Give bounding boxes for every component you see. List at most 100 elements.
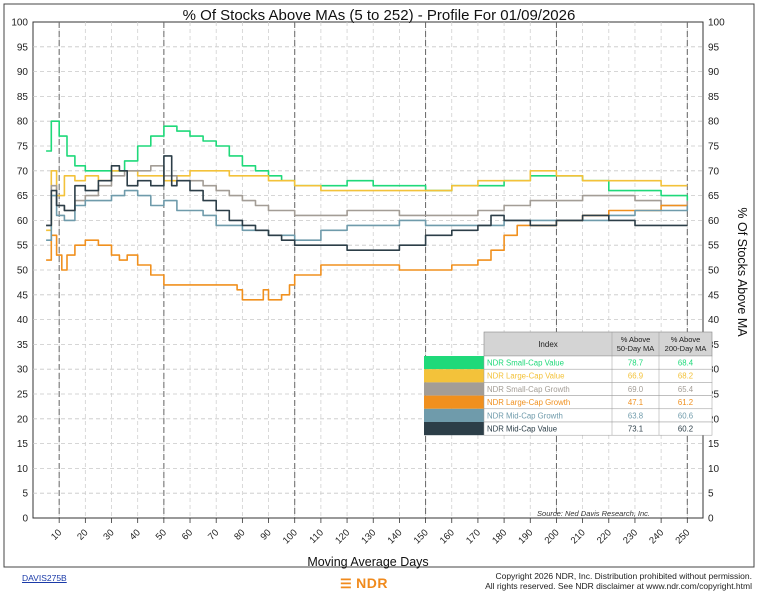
y-tick-label: 55 <box>17 241 29 252</box>
x-tick-label: 150 <box>412 527 431 546</box>
table-row-name: NDR Mid-Cap Value <box>487 425 557 434</box>
table-header-bg <box>483 331 713 357</box>
x-tick-label: 190 <box>516 527 535 546</box>
y-tick-label: 70 <box>17 166 29 177</box>
x-tick-label: 140 <box>386 527 405 546</box>
table-row-50d: 69.0 <box>628 385 644 394</box>
table-row-50d: 73.1 <box>628 425 643 434</box>
y-tick-label: 65 <box>708 191 720 202</box>
x-tick-label: 90 <box>258 527 273 542</box>
x-tick-label: 80 <box>232 527 247 542</box>
y-tick-label: 95 <box>17 42 29 53</box>
x-tick-labels: 10 20 30 40 50 60 70 80 90 100 110 120 130 140 150 160 1… <box>49 527 692 546</box>
table-row-200d: 65.4 <box>678 385 694 394</box>
legend-swatch <box>424 369 484 383</box>
series-line <box>46 155 688 251</box>
y-tick-label: 80 <box>708 117 720 128</box>
table-header-col: % Above <box>621 335 651 344</box>
x-tick-label: 100 <box>281 527 300 546</box>
copyright-line-2: All rights reserved. See NDR disclaimer … <box>485 581 752 591</box>
y-tick-label: 15 <box>708 439 720 450</box>
table-header-col: 200-Day MA <box>665 344 707 353</box>
y-tick-label: 15 <box>17 439 29 450</box>
y-tick-label: 0 <box>22 514 28 525</box>
y-tick-label: 5 <box>22 489 28 500</box>
table-row-name: NDR Small-Cap Value <box>487 359 564 368</box>
source-note: Source: Ned Davis Research, Inc. <box>537 509 650 518</box>
x-tick-label: 30 <box>101 527 116 542</box>
x-tick-label: 10 <box>49 527 64 542</box>
table-row-200d: 61.2 <box>678 398 693 407</box>
logo-text: NDR <box>356 575 388 591</box>
y-tick-label: 45 <box>708 290 720 301</box>
y-tick-labels-left: 0 5 10 15 20 25 30 35 40 45 50 55 60 65 70 75 80 85 90 95 10… <box>11 18 28 525</box>
y-tick-label: 35 <box>17 340 29 351</box>
x-axis-label: Moving Average Days <box>307 555 428 569</box>
y-tick-label: 100 <box>11 18 28 29</box>
series-line <box>46 204 688 301</box>
table-row-200d: 60.6 <box>678 411 693 420</box>
y-tick-label: 45 <box>17 290 29 301</box>
y-tick-label: 35 <box>708 340 720 351</box>
legend-swatch <box>424 395 484 409</box>
chart-code-link[interactable]: DAVIS275B <box>22 573 67 583</box>
x-tick-label: 220 <box>595 527 614 546</box>
y-tick-label: 20 <box>708 414 720 425</box>
x-tick-label: 20 <box>75 527 90 542</box>
table-header-col: % Above <box>671 335 701 344</box>
ndr-logo: ☰ NDR <box>340 575 388 593</box>
y-tick-label: 75 <box>708 142 720 153</box>
x-tick-label: 70 <box>206 527 221 542</box>
y-tick-label: 25 <box>17 390 29 401</box>
series-line <box>46 170 688 232</box>
y-tick-label: 50 <box>708 266 720 277</box>
y-tick-label: 30 <box>17 365 29 376</box>
table-row-50d: 78.7 <box>628 359 643 368</box>
x-tick-label: 210 <box>569 527 588 546</box>
table-row-200d: 68.4 <box>678 359 694 368</box>
table-row-50d: 63.8 <box>628 411 643 420</box>
series-lines <box>46 120 689 301</box>
chart-title: % Of Stocks Above MAs (5 to 252) - Profi… <box>183 7 576 24</box>
table-header-col: 50-Day MA <box>617 344 655 353</box>
x-tick-label: 170 <box>464 527 483 546</box>
grid <box>33 22 703 523</box>
series-line <box>46 165 689 227</box>
y-tick-label: 85 <box>708 92 720 103</box>
x-tick-label: 200 <box>543 527 562 546</box>
y-tick-label: 40 <box>17 315 29 326</box>
table-row-50d: 66.9 <box>628 372 643 381</box>
y-axis-label: % Of Stocks Above MA <box>735 207 749 337</box>
x-tick-label: 60 <box>180 527 195 542</box>
x-tick-label: 40 <box>128 527 143 542</box>
x-tick-label: 110 <box>308 527 326 545</box>
outer-border <box>3 3 755 568</box>
y-tick-label: 80 <box>17 117 29 128</box>
x-tick-label: 50 <box>154 527 169 542</box>
y-tick-label: 70 <box>708 166 720 177</box>
y-tick-label: 40 <box>708 315 720 326</box>
legend-swatch <box>424 356 484 370</box>
table-header-index: Index <box>538 340 558 349</box>
x-tick-label: 130 <box>359 527 378 546</box>
y-tick-label: 65 <box>17 191 29 202</box>
x-tick-label: 160 <box>438 527 457 546</box>
x-tick-label: 240 <box>647 527 666 546</box>
y-tick-label: 0 <box>708 514 714 525</box>
table-row-name: NDR Large-Cap Growth <box>487 398 570 407</box>
y-tick-label: 55 <box>708 241 720 252</box>
legend-swatch <box>424 422 484 436</box>
legend-swatch <box>424 408 484 422</box>
table-row-name: NDR Large-Cap Value <box>487 372 564 381</box>
y-tick-label: 95 <box>708 42 720 53</box>
ndr-logo-icon: ☰ <box>340 576 353 591</box>
legend-swatch <box>424 382 484 396</box>
x-tick-label: 180 <box>490 527 509 546</box>
y-tick-label: 85 <box>17 92 29 103</box>
y-tick-label: 75 <box>17 142 29 153</box>
y-tick-label: 30 <box>708 365 720 376</box>
table-row-200d: 68.2 <box>678 372 693 381</box>
y-tick-label: 50 <box>17 266 29 277</box>
